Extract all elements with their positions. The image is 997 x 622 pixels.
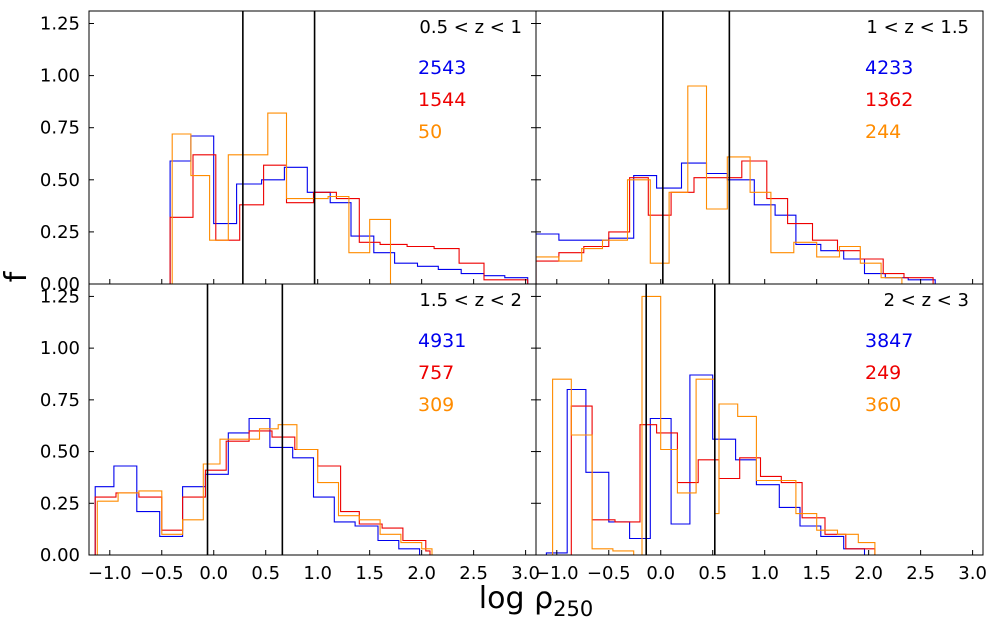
y-tick-label: 0.75 bbox=[40, 390, 80, 411]
panel-4: −1.0 −0.5 0.0 0.5 1.0 1.5 2.0 2.5 3.0 2 < z < 3 38… bbox=[531, 283, 987, 584]
histogram-series-1 bbox=[169, 135, 529, 284]
x-tick-label: 0.0 bbox=[646, 563, 675, 584]
y-tick-label: 1.25 bbox=[40, 286, 80, 307]
x-axis-title-subscript: 250 bbox=[553, 597, 593, 621]
x-tick-label: 1.5 bbox=[802, 563, 831, 584]
x-tick-label: −1.0 bbox=[88, 563, 132, 584]
panel-redshift-label: 2 < z < 3 bbox=[884, 290, 969, 311]
y-axis-title: f bbox=[0, 270, 34, 282]
panel-redshift-label: 1.5 < z < 2 bbox=[419, 290, 522, 311]
histogram-series-3 bbox=[96, 424, 433, 555]
histogram-series-2 bbox=[169, 154, 529, 284]
count-label-2: 757 bbox=[418, 362, 454, 384]
x-tick-label: 1.0 bbox=[750, 563, 779, 584]
count-label-2: 1362 bbox=[865, 89, 913, 111]
count-label-3: 360 bbox=[865, 394, 901, 416]
count-label-1: 4931 bbox=[418, 330, 466, 352]
panel-frame bbox=[535, 283, 984, 556]
y-tick-label: 0.75 bbox=[40, 118, 80, 139]
x-tick-label: 1.5 bbox=[355, 563, 384, 584]
histogram-group bbox=[169, 112, 529, 284]
panel-redshift-label: 0.5 < z < 1 bbox=[419, 17, 522, 38]
y-tick-label: 1.25 bbox=[40, 14, 80, 35]
plot-layer: 0.00 0.25 0.50 0.75 1.00 1.25 0.5 < z < 1 2543 1… bbox=[40, 10, 987, 584]
x-axis-title: log ρ250 bbox=[479, 581, 593, 621]
y-tick-label: 1.00 bbox=[40, 338, 80, 359]
panel-1: 0.00 0.25 0.50 0.75 1.00 1.25 0.5 < z < 1 2543 1… bbox=[40, 10, 537, 295]
histogram-group bbox=[536, 85, 936, 284]
count-label-1: 4233 bbox=[865, 57, 913, 79]
count-label-2: 249 bbox=[865, 362, 901, 384]
x-tick-label: 0.0 bbox=[199, 563, 228, 584]
count-label-2: 1544 bbox=[418, 89, 466, 111]
x-tick-label: 2.5 bbox=[459, 563, 488, 584]
x-tick-label: 1.0 bbox=[303, 563, 332, 584]
histogram-series-3 bbox=[171, 112, 392, 284]
x-tick-label: −0.5 bbox=[140, 563, 184, 584]
x-tick-label: −0.5 bbox=[587, 563, 631, 584]
x-tick-label: 3.0 bbox=[511, 563, 540, 584]
y-tick-label: 0.25 bbox=[40, 222, 80, 243]
panel-redshift-label: 1 < z < 1.5 bbox=[866, 17, 969, 38]
count-label-3: 244 bbox=[865, 121, 901, 143]
count-label-3: 50 bbox=[418, 121, 442, 143]
histogram-group bbox=[94, 417, 433, 555]
histogram-series-2 bbox=[536, 160, 934, 284]
count-label-3: 309 bbox=[418, 394, 454, 416]
count-label-1: 2543 bbox=[418, 57, 466, 79]
x-tick-label: 2.0 bbox=[407, 563, 436, 584]
count-label-1: 3847 bbox=[865, 330, 913, 352]
x-tick-label: 3.0 bbox=[958, 563, 987, 584]
y-tick-label: 0.25 bbox=[40, 493, 80, 514]
x-tick-label: −1.0 bbox=[535, 563, 579, 584]
x-tick-label: 0.5 bbox=[698, 563, 727, 584]
panel-2: 1 < z < 1.5 4233 1362 244 bbox=[531, 10, 984, 285]
histogram-series-2 bbox=[94, 430, 431, 555]
y-tick-label: 0.50 bbox=[40, 170, 80, 191]
panel-3: −1.0 −0.5 0.0 0.5 1.0 1.5 2.0 2.5 3.0 0.00 0.25 0.5… bbox=[40, 283, 540, 584]
histogram-series-1 bbox=[94, 417, 421, 555]
x-tick-label: 2.0 bbox=[854, 563, 883, 584]
histogram-series-1 bbox=[545, 374, 866, 555]
x-tick-label: 2.5 bbox=[906, 563, 935, 584]
y-tick-label: 1.00 bbox=[40, 66, 80, 87]
x-tick-label: 0.5 bbox=[251, 563, 280, 584]
y-tick-label: 0.00 bbox=[40, 545, 80, 566]
x-axis-title-main: log ρ bbox=[479, 581, 553, 616]
histogram-series-3 bbox=[536, 85, 903, 284]
y-tick-label: 0.00 bbox=[40, 274, 80, 295]
y-tick-label: 0.50 bbox=[40, 442, 80, 463]
